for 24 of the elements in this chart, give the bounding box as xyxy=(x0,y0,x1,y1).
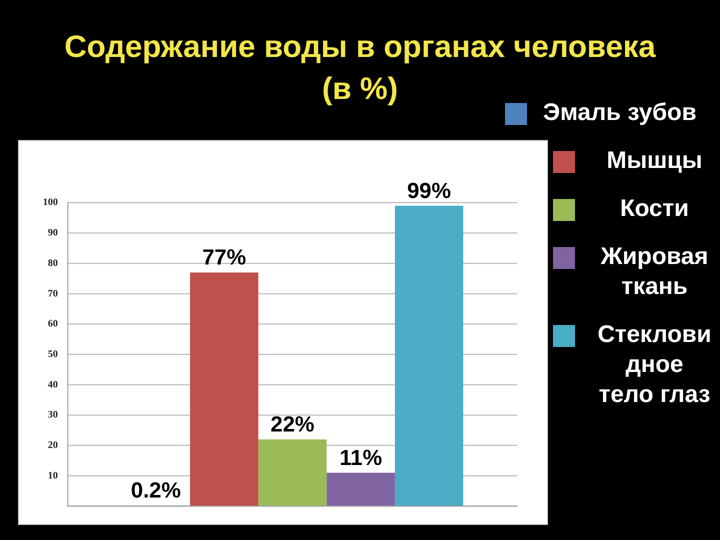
data-label: 77% xyxy=(202,244,246,270)
legend-label: Кости xyxy=(619,194,690,224)
bar xyxy=(394,206,464,506)
y-tick-label: 80 xyxy=(48,258,58,269)
legend-label: Стекловидное тело глаз xyxy=(597,320,712,410)
data-label: 0.2% xyxy=(130,478,181,503)
data-label: 99% xyxy=(407,178,451,203)
legend-label: Жировая ткань xyxy=(600,242,710,302)
data-label: 22% xyxy=(270,411,314,436)
y-tick-label: 20 xyxy=(48,440,58,451)
y-tick-label: 50 xyxy=(48,348,58,360)
y-tick-label: 100 xyxy=(42,197,58,208)
data-label: 11% xyxy=(339,444,382,470)
bar xyxy=(326,472,395,506)
y-tick-label: 60 xyxy=(48,318,58,330)
y-tick-label: 90 xyxy=(48,228,58,239)
y-tick-label: 10 xyxy=(48,470,58,482)
bar xyxy=(258,439,327,506)
bar xyxy=(190,272,258,506)
legend-label: Мышцы xyxy=(606,146,704,176)
y-tick-label: 40 xyxy=(48,379,58,390)
y-tick-label: 30 xyxy=(48,410,58,421)
legend-label: Эмаль зубов xyxy=(543,98,696,128)
y-tick-label: 70 xyxy=(48,288,58,300)
